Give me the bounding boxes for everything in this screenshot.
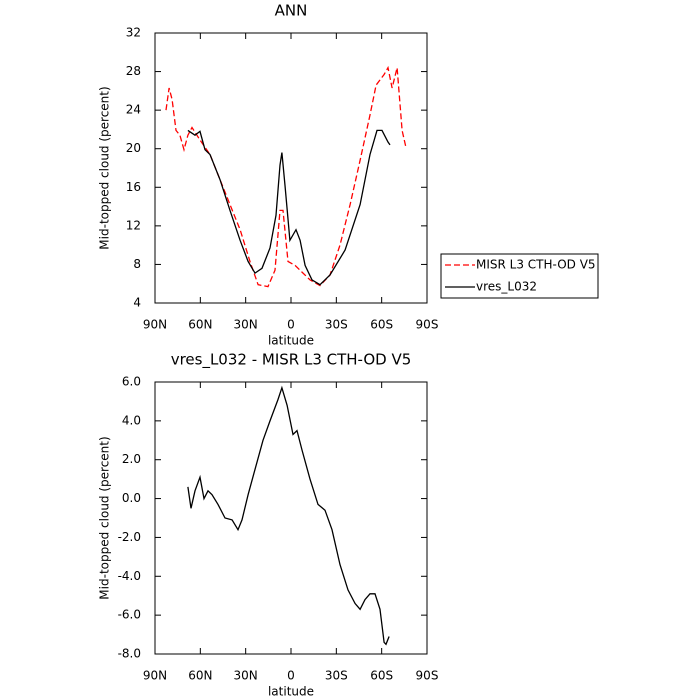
x-tick-label: 60S: [370, 318, 393, 332]
y-axis-label: Mid-topped cloud (percent): [98, 86, 112, 249]
x-tick-label: 30N: [234, 669, 258, 683]
data-line: [165, 65, 407, 288]
x-tick-label: 90S: [416, 669, 439, 683]
y-tick-label: -2.0: [118, 530, 141, 544]
x-tick-label: 0: [287, 669, 295, 683]
x-tick-label: 90S: [416, 318, 439, 332]
x-tick-label: 0: [287, 318, 295, 332]
y-tick-label: 20: [126, 141, 141, 155]
y-tick-label: 12: [126, 218, 141, 232]
y-tick-label: 8: [133, 257, 141, 271]
y-tick-label: 6.0: [122, 375, 141, 389]
y-tick-label: 2.0: [122, 452, 141, 466]
y-tick-label: 4.0: [122, 413, 141, 427]
chart-title: ANN: [275, 2, 308, 20]
legend-label: vres_L032: [476, 280, 537, 294]
chart-title: vres_L032 - MISR L3 CTH-OD V5: [171, 351, 412, 370]
y-tick-label: 0.0: [122, 491, 141, 505]
legend-label: MISR L3 CTH-OD V5: [476, 258, 596, 272]
x-tick-label: 60N: [188, 669, 212, 683]
y-tick-label: 24: [126, 103, 141, 117]
y-tick-label: 16: [126, 180, 141, 194]
x-tick-label: 30S: [325, 318, 348, 332]
x-axis-label: latitude: [268, 334, 314, 348]
y-tick-label: -4.0: [118, 569, 141, 583]
x-tick-label: 30S: [325, 669, 348, 683]
x-tick-label: 90N: [143, 318, 167, 332]
y-tick-label: -8.0: [118, 647, 141, 661]
legend-box: [440, 253, 599, 299]
x-axis-label: latitude: [268, 685, 314, 699]
y-axis-label: Mid-topped cloud (percent): [98, 436, 112, 599]
y-tick-label: 28: [126, 64, 141, 78]
y-tick-label: 32: [126, 26, 141, 40]
y-tick-label: -6.0: [118, 608, 141, 622]
x-tick-label: 90N: [143, 669, 167, 683]
data-line: [187, 385, 390, 646]
x-tick-label: 30N: [234, 318, 258, 332]
y-tick-label: 4: [133, 296, 141, 310]
x-tick-label: 60S: [370, 669, 393, 683]
x-tick-label: 60N: [188, 318, 212, 332]
data-line: [187, 129, 391, 286]
